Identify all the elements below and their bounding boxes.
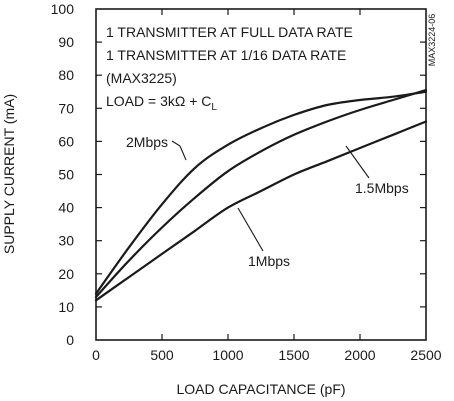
series-line-1mbps: [94, 120, 428, 302]
series-line-2mbps: [94, 90, 428, 295]
leader-1.5mbps: [345, 145, 370, 179]
y-tick-label: 20: [58, 266, 74, 282]
leader-1mbps: [237, 207, 264, 252]
x-tick-label: 0: [92, 347, 100, 363]
leader-2mbps: [171, 140, 187, 161]
y-tick-label: 30: [58, 233, 74, 249]
x-axis-label: LOAD CAPACITANCE (pF): [176, 381, 345, 397]
y-tick-label: 90: [58, 34, 74, 50]
legend-line-4: LOAD = 3kΩ + CL: [106, 93, 217, 113]
legend-line-2: 1 TRANSMITTER AT 1/16 DATA RATE: [106, 47, 346, 63]
legend-line-1: 1 TRANSMITTER AT FULL DATA RATE: [106, 24, 353, 40]
x-tick-labels: 0 500 1000 1500 2000 2500: [92, 347, 442, 363]
legend-block: 1 TRANSMITTER AT FULL DATA RATE 1 TRANSM…: [106, 24, 353, 113]
y-tick-label: 70: [58, 100, 74, 116]
annot-1.5mbps: 1.5Mbps: [355, 180, 409, 196]
y-tick-label: 50: [58, 167, 74, 183]
x-tick-label: 1500: [278, 347, 309, 363]
x-tick-marks: [161, 9, 361, 340]
y-tick-labels: 0 10 20 30 40 50 60 70 80 90 100: [51, 1, 75, 348]
legend-load-text: LOAD = 3kΩ + C: [106, 93, 211, 109]
y-tick-label: 0: [66, 332, 74, 348]
annot-1mbps: 1Mbps: [248, 253, 290, 269]
series-lines: [94, 89, 428, 302]
series-line-1.5mbps: [94, 89, 428, 299]
x-tick-label: 2000: [344, 347, 375, 363]
legend-load-subscript: L: [211, 102, 217, 113]
side-id-label: MAX3224-06: [427, 14, 437, 67]
annot-2mbps: 2Mbps: [126, 134, 168, 150]
y-tick-label: 100: [51, 1, 75, 17]
x-tick-label: 500: [150, 347, 174, 363]
series-annotations: 2Mbps 1.5Mbps 1Mbps: [126, 134, 409, 269]
legend-line-3: (MAX3225): [106, 70, 177, 86]
y-tick-marks: [96, 41, 426, 308]
y-tick-label: 80: [58, 67, 74, 83]
x-tick-label: 2500: [410, 347, 441, 363]
y-tick-label: 60: [58, 133, 74, 149]
x-tick-label: 1000: [212, 347, 243, 363]
y-tick-label: 10: [58, 299, 74, 315]
y-axis-label: SUPPLY CURRENT (mA): [1, 94, 17, 254]
y-tick-label: 40: [58, 200, 74, 216]
